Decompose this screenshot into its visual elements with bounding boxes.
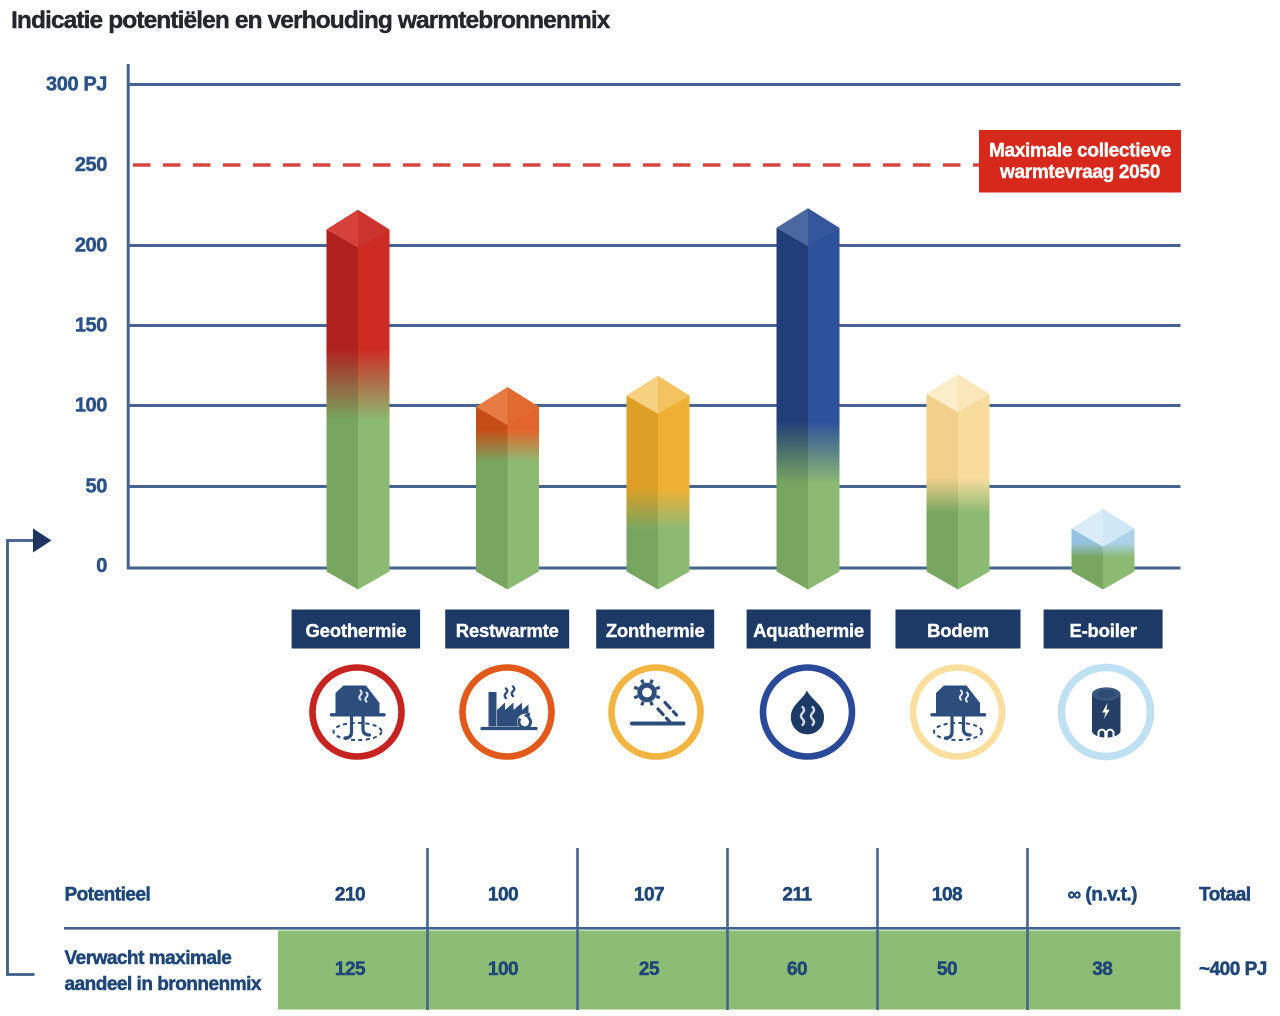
svg-text:Potentieel: Potentieel (65, 885, 151, 906)
svg-text:~400 PJ: ~400 PJ (1199, 959, 1267, 980)
svg-text:125: 125 (335, 959, 366, 980)
svg-text:Bodem: Bodem (927, 620, 989, 641)
svg-text:300 PJ: 300 PJ (46, 74, 107, 96)
svg-text:Totaal: Totaal (1199, 885, 1251, 906)
svg-text:200: 200 (75, 235, 107, 257)
svg-text:150: 150 (75, 315, 107, 337)
svg-text:100: 100 (488, 885, 518, 906)
svg-text:60: 60 (787, 959, 807, 980)
svg-text:107: 107 (634, 885, 664, 906)
svg-text:Indicatie potentiëlen en verho: Indicatie potentiëlen en verhouding warm… (11, 7, 611, 34)
svg-text:Verwacht maximale: Verwacht maximale (65, 948, 232, 969)
svg-text:Geothermie: Geothermie (305, 620, 406, 641)
svg-text:Maximale collectieve: Maximale collectieve (989, 141, 1171, 162)
svg-text:25: 25 (639, 959, 660, 980)
svg-text:warmtevraag 2050: warmtevraag 2050 (999, 162, 1160, 183)
svg-text:210: 210 (335, 885, 365, 906)
svg-text:50: 50 (937, 959, 957, 980)
svg-text:0: 0 (96, 555, 107, 577)
svg-text:250: 250 (75, 154, 107, 176)
svg-text:E-boiler: E-boiler (1069, 620, 1136, 641)
svg-text:Restwarmte: Restwarmte (456, 620, 559, 641)
svg-text:Zonthermie: Zonthermie (606, 620, 705, 641)
svg-text:108: 108 (932, 885, 962, 906)
svg-text:211: 211 (782, 885, 812, 906)
svg-text:Aquathermie: Aquathermie (753, 620, 864, 641)
svg-text:100: 100 (488, 959, 518, 980)
svg-text:aandeel in bronnenmix: aandeel in bronnenmix (65, 974, 262, 995)
svg-text:∞ (n.v.t.): ∞ (n.v.t.) (1068, 885, 1138, 906)
svg-text:50: 50 (86, 476, 108, 498)
svg-text:100: 100 (75, 395, 107, 417)
svg-text:38: 38 (1092, 959, 1112, 980)
